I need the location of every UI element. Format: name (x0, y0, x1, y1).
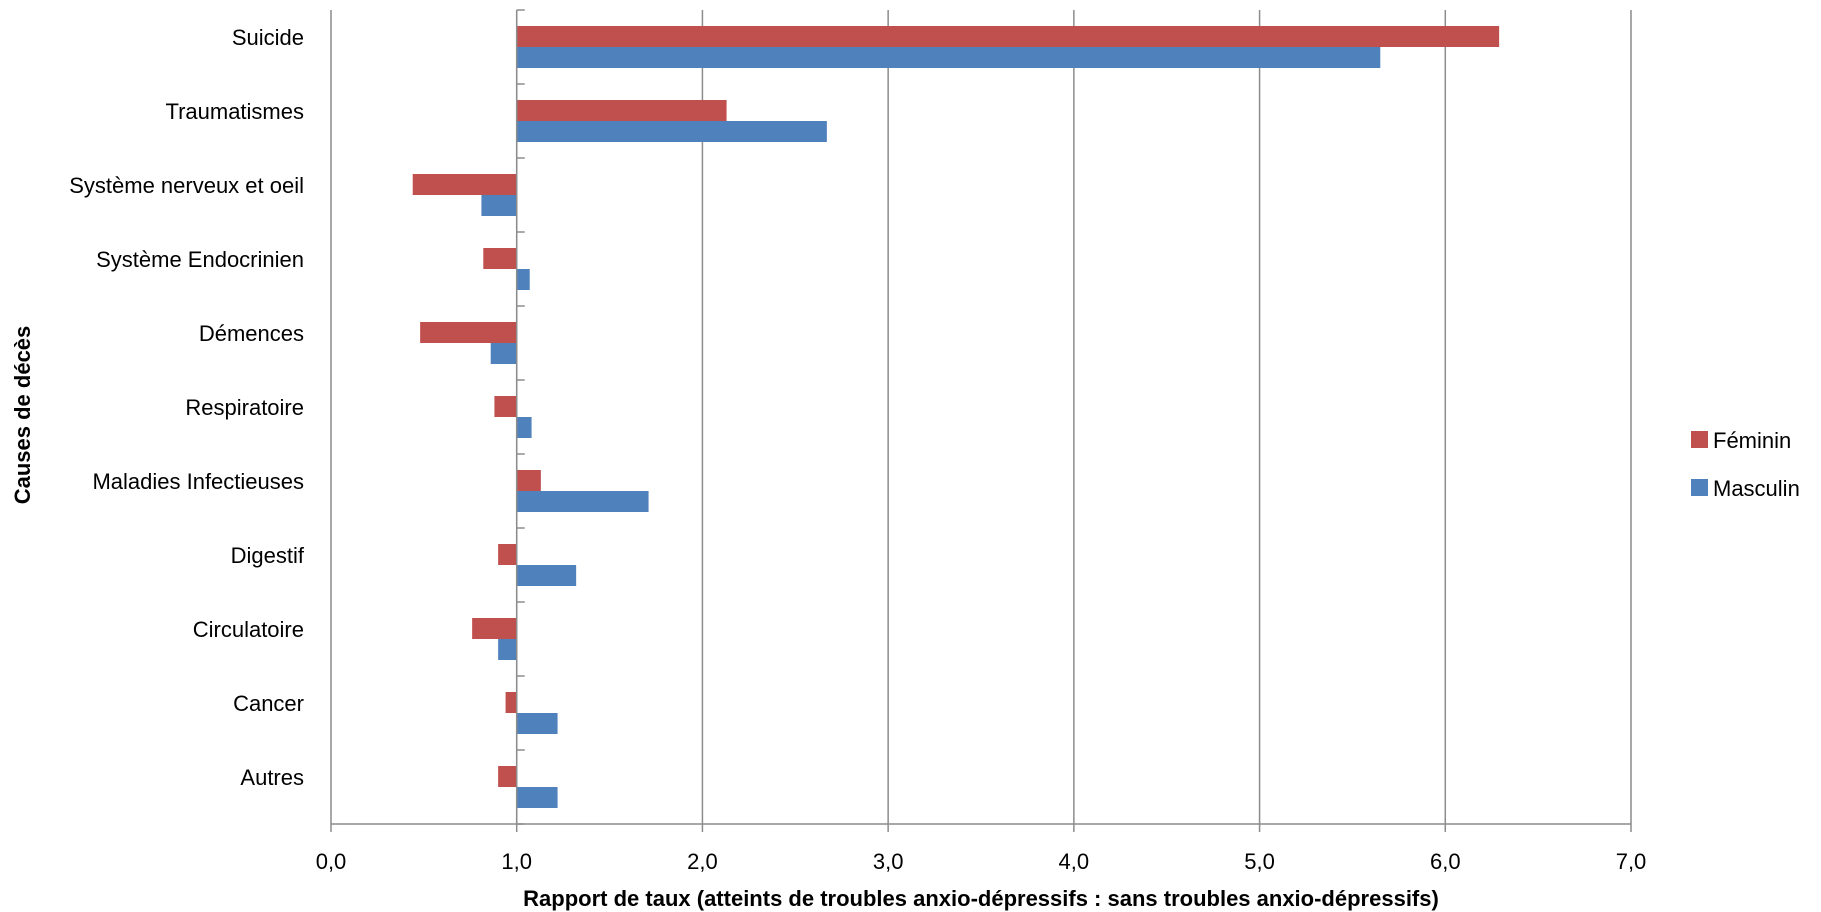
bar-masculin (516, 121, 827, 142)
bar-feminin (420, 322, 517, 343)
bar-masculin (498, 639, 517, 660)
bar-feminin (494, 396, 517, 417)
category-label: Système nerveux et oeil (69, 173, 304, 198)
category-label: Circulatoire (193, 617, 304, 642)
bar-feminin (472, 618, 517, 639)
x-tick-label: 2,0 (687, 849, 718, 874)
bar-feminin (516, 100, 727, 121)
grid-lines (515, 10, 1632, 824)
bar-masculin (516, 565, 577, 586)
bar-feminin (498, 766, 517, 787)
legend-label: Masculin (1713, 476, 1800, 501)
bar-masculin (516, 491, 649, 512)
bar-masculin (490, 343, 517, 364)
bar-feminin (516, 26, 1500, 47)
x-tick-label: 3,0 (873, 849, 904, 874)
bars (412, 26, 1500, 808)
bar-masculin (516, 713, 558, 734)
x-tick-label: 4,0 (1059, 849, 1090, 874)
x-tick-labels: 0,0 1,0 2,0 3,0 4,0 5,0 6,0 7,0 (316, 849, 1647, 874)
x-tick-label: 5,0 (1244, 849, 1275, 874)
x-axis-title: Rapport de taux (atteints de troubles an… (523, 886, 1439, 911)
bar-masculin (516, 787, 558, 808)
x-tick-label: 6,0 (1430, 849, 1461, 874)
bar-feminin (412, 174, 517, 195)
category-label: Traumatismes (165, 99, 304, 124)
bar-masculin (516, 417, 532, 438)
category-label: Suicide (232, 25, 304, 50)
x-tick-label: 0,0 (316, 849, 347, 874)
category-label: Système Endocrinien (96, 247, 304, 272)
y-axis-title: Causes de décès (10, 326, 35, 505)
bar-feminin (498, 544, 517, 565)
x-tick-label: 1,0 (501, 849, 532, 874)
category-labels: Suicide Traumatismes Système nerveux et oe… (69, 25, 305, 790)
category-label: Maladies Infectieuses (92, 469, 304, 494)
bar-masculin (516, 269, 530, 290)
bar-masculin (481, 195, 517, 216)
bar-feminin (483, 248, 517, 269)
legend-label: Féminin (1713, 428, 1791, 453)
category-label: Digestif (231, 543, 305, 568)
legend-swatch (1691, 479, 1708, 496)
category-label: Cancer (233, 691, 304, 716)
bar-masculin (516, 47, 1381, 68)
bar-feminin (505, 692, 517, 713)
category-label: Démences (199, 321, 304, 346)
x-tick-label: 7,0 (1616, 849, 1647, 874)
axes (330, 9, 1632, 832)
legend-swatch (1691, 431, 1708, 448)
legend: Féminin Masculin (1691, 428, 1800, 501)
category-label: Autres (240, 765, 304, 790)
category-label: Respiratoire (185, 395, 304, 420)
bar-feminin (516, 470, 541, 491)
